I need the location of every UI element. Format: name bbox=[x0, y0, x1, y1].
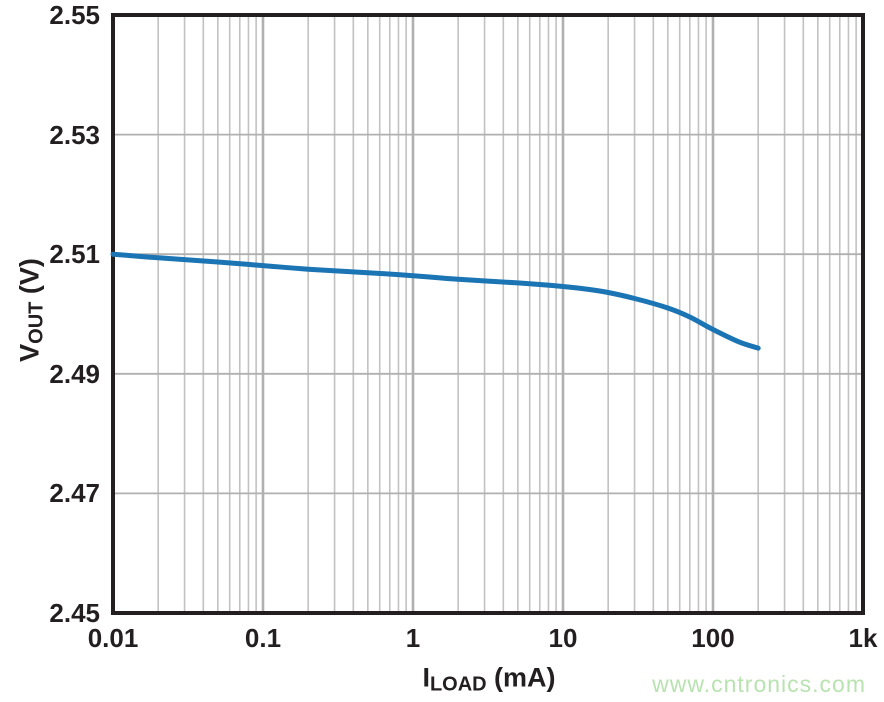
x-axis-title-symbol: I bbox=[422, 662, 430, 693]
y-axis-title-subscript: OUT bbox=[25, 301, 48, 344]
gridlines bbox=[113, 15, 863, 613]
x-axis-title-subscript: LOAD bbox=[429, 673, 487, 696]
y-axis-title: VOUT (V) bbox=[14, 258, 48, 362]
y-tick-label: 2.47 bbox=[49, 478, 100, 509]
plot-frame bbox=[111, 13, 865, 615]
x-axis-title-unit: (mA) bbox=[486, 662, 556, 693]
y-axis-title-unit: (V) bbox=[14, 258, 45, 302]
x-tick-label: 0.1 bbox=[244, 623, 282, 653]
x-tick-label: 10 bbox=[548, 623, 578, 653]
y-tick-label: 2.51 bbox=[49, 239, 100, 270]
x-tick-label: 1k bbox=[848, 623, 878, 653]
x-tick-label: 0.01 bbox=[87, 623, 139, 653]
y-tick-label: 2.55 bbox=[49, 0, 100, 30]
watermark: www.cntronics.com bbox=[652, 671, 866, 697]
x-tick-label: 1 bbox=[405, 623, 421, 653]
x-axis-title: ILOAD (mA) bbox=[422, 662, 556, 696]
y-axis-title-symbol: V bbox=[14, 343, 45, 362]
vout-curve bbox=[110, 251, 761, 351]
y-tick-label: 2.49 bbox=[49, 358, 100, 389]
x-tick-label: 100 bbox=[691, 623, 735, 653]
y-tick-label: 2.45 bbox=[49, 598, 100, 628]
y-tick-label: 2.53 bbox=[49, 119, 100, 150]
